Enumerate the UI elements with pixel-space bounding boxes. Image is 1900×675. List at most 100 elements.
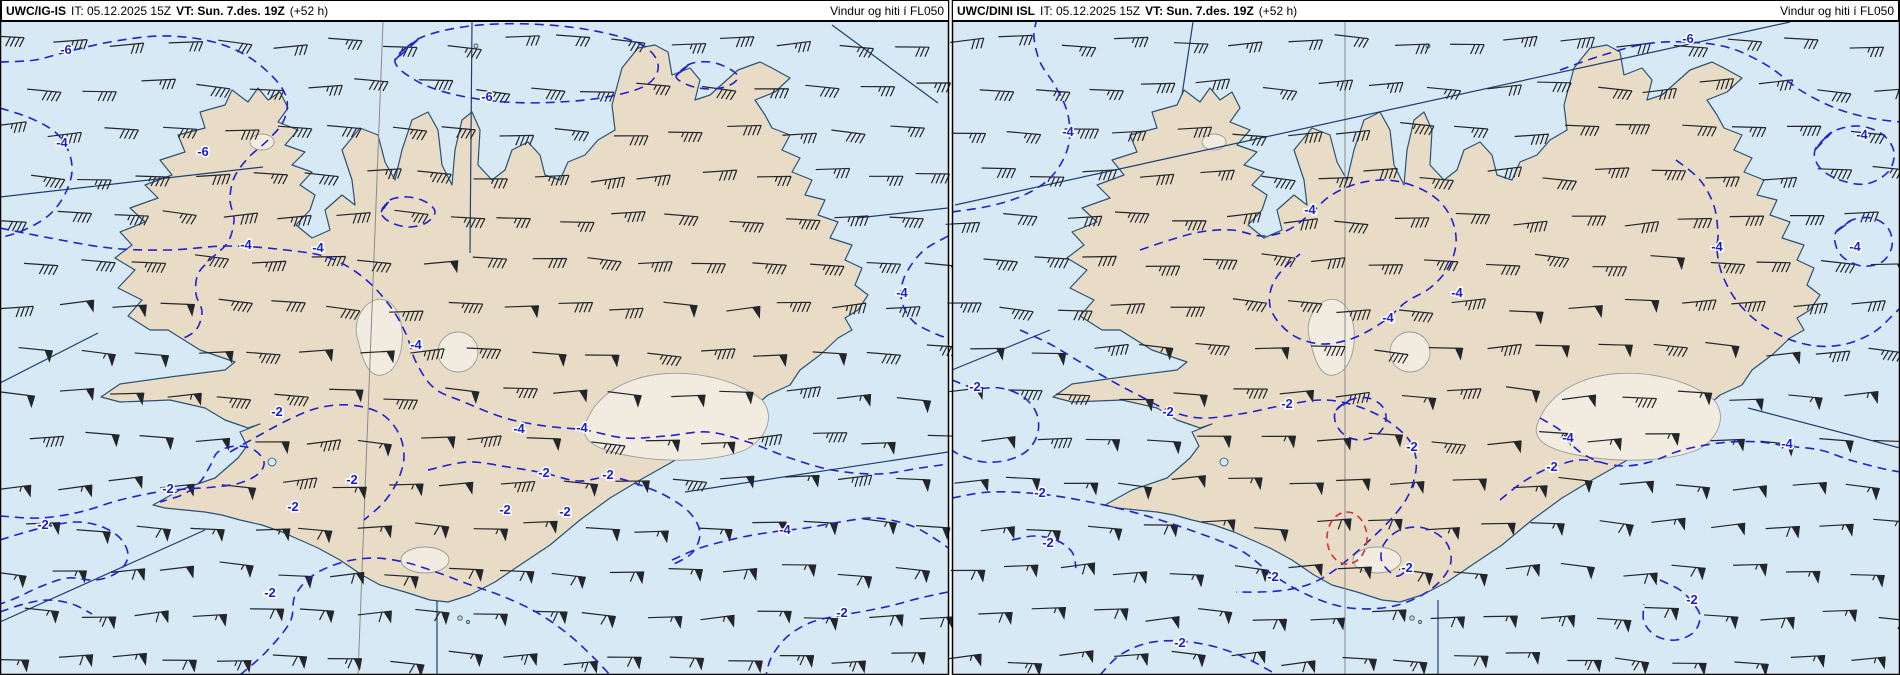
wind-barb — [998, 34, 1034, 46]
wind-barb — [1146, 439, 1182, 455]
wind-barb — [1368, 432, 1404, 448]
wind-barb — [1197, 435, 1232, 449]
wind-barb — [357, 259, 392, 273]
wind-barb — [1565, 124, 1600, 137]
wind-barb — [981, 436, 1016, 450]
wind-barb — [553, 389, 588, 403]
wind-barb — [1117, 482, 1153, 500]
wind-barb — [1317, 437, 1352, 451]
wind-barb — [415, 522, 450, 539]
wind-barb — [108, 475, 143, 489]
wind-barb — [979, 89, 1015, 102]
wind-barb — [636, 174, 671, 187]
wind-barb — [1261, 175, 1296, 190]
wind-barb — [947, 302, 982, 313]
isotherm-label: -4 — [576, 420, 588, 435]
wind-barb — [1844, 211, 1879, 223]
wind-barb — [1368, 518, 1403, 532]
wind-barb — [786, 218, 821, 231]
wind-barb — [1734, 661, 1769, 675]
wind-barb — [805, 84, 840, 99]
wind-barb — [1595, 167, 1630, 179]
wind-barb — [1089, 88, 1124, 101]
wind-barb — [357, 439, 393, 457]
wind-barb — [1535, 344, 1570, 359]
isotherm-label: -2 — [499, 502, 511, 517]
isotherm-label: -4 — [1711, 239, 1723, 254]
valid-time-right: VT: Sun. 7.des. 19Z — [1145, 3, 1254, 18]
wind-barb — [1503, 35, 1538, 48]
wind-barb — [1619, 480, 1655, 494]
wind-barb — [1786, 125, 1822, 137]
wind-barb — [1845, 483, 1881, 501]
glacier-outline — [1389, 331, 1431, 373]
wind-barb — [394, 209, 429, 224]
wind-barb — [1198, 608, 1233, 625]
wind-barb — [1082, 255, 1117, 267]
wind-barb — [609, 307, 644, 319]
wind-barb — [246, 351, 281, 365]
isotherm-label: -4 — [1451, 285, 1463, 300]
wind-barb — [219, 561, 254, 579]
wind-barb — [720, 475, 755, 489]
wind-barb — [671, 394, 706, 408]
isotherm-labels: -6 -6 -6 -4 -4 -4 -4 -4 -4 -4 -4 -2 -2 -2 -2 -2 -2 -2 -2 -2… — [36, 41, 910, 622]
lake — [267, 457, 277, 467]
isotherm-label: -2 — [1042, 535, 1054, 550]
wind-barb — [249, 608, 285, 622]
wind-barb — [255, 528, 291, 542]
wind-barb — [1228, 477, 1263, 491]
wind-barb — [1509, 310, 1544, 325]
wind-barb — [1677, 390, 1713, 406]
wind-barb — [277, 125, 313, 139]
wind-barb — [862, 518, 898, 536]
wind-barb — [1817, 168, 1853, 180]
wind-barb — [1614, 657, 1650, 675]
wind-barb — [1644, 606, 1680, 621]
wind-barb — [196, 83, 231, 99]
wind-barb — [58, 484, 93, 498]
wind-barb — [1232, 133, 1267, 147]
wind-barb — [24, 607, 60, 624]
wind-barb — [1623, 572, 1658, 586]
wind-barb — [1851, 656, 1886, 670]
wind-barb — [473, 613, 508, 627]
isotherm-label: -4 — [513, 421, 525, 436]
wind-barb — [896, 397, 932, 414]
wind-barb — [503, 653, 538, 667]
wind-barb — [702, 169, 738, 182]
wind-barb — [163, 126, 198, 139]
wind-barb — [861, 441, 896, 455]
wind-barb — [647, 616, 683, 629]
wind-barb — [1540, 615, 1576, 628]
wind-barb — [473, 178, 508, 189]
wind-barb — [384, 574, 419, 590]
wind-barb — [0, 484, 32, 498]
wind-barb — [1792, 481, 1827, 495]
wind-barb — [505, 35, 541, 47]
wind-barb — [981, 167, 1017, 179]
wind-barb — [1425, 527, 1460, 541]
wind-barb — [417, 170, 452, 184]
wind-barb — [330, 571, 365, 585]
map-panel-right: -6 -4 -4 -4 -4 -4 -4 -4 -4 -4 -2 -2 -2 -2 -2 -2 -2 -2 -2 -2… — [945, 0, 1900, 675]
isotherm-label: -4 — [1382, 310, 1394, 325]
wind-barb — [1255, 347, 1290, 361]
wind-barb — [476, 89, 511, 104]
wind-barb — [1487, 84, 1522, 97]
wind-barb — [1485, 263, 1521, 276]
wind-barb — [1817, 89, 1852, 104]
isotherm-label: -4 — [896, 285, 908, 300]
wind-barb — [1055, 393, 1091, 406]
wind-barb — [283, 477, 318, 490]
wind-barb — [1423, 259, 1459, 272]
wind-barb — [500, 480, 536, 493]
wind-barb — [1145, 616, 1180, 630]
wind-barb — [336, 212, 371, 224]
init-time-left: IT: 05.12.2025 15Z — [71, 3, 172, 18]
wind-barb — [223, 212, 259, 225]
wind-barb — [1368, 264, 1404, 275]
wind-barb — [1705, 176, 1740, 188]
wind-barb — [866, 261, 902, 274]
wind-barb — [1426, 86, 1462, 101]
